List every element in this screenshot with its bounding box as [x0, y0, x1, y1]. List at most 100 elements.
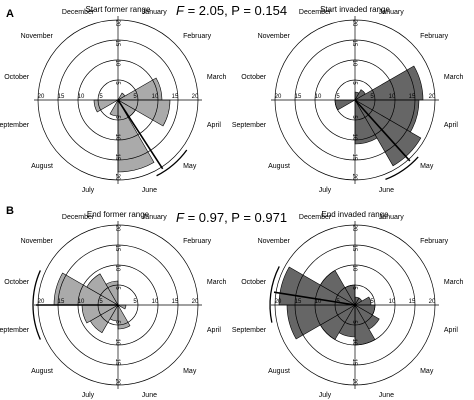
tick-label: 5: [351, 320, 357, 324]
tick-label: 10: [351, 265, 357, 272]
bar-november: [86, 273, 119, 306]
tick-label: 20: [351, 20, 357, 27]
tick-label: 15: [351, 154, 357, 161]
chart-title: Start former range: [86, 5, 151, 14]
month-label-august: August: [268, 368, 290, 375]
tick-label: 20: [38, 299, 45, 305]
month-label-september: September: [0, 327, 30, 334]
month-label-february: February: [420, 33, 449, 40]
tick-label: 20: [192, 299, 199, 305]
tick-label: 5: [351, 81, 357, 85]
tick-label: 5: [351, 115, 357, 119]
stat-a: F = 2.05, P = 0.154: [176, 3, 287, 18]
month-label-september: September: [232, 122, 267, 129]
tick-label: 15: [114, 359, 120, 366]
tick-label: 20: [351, 225, 357, 232]
month-label-april: April: [444, 122, 458, 129]
mean-vector: [273, 291, 356, 306]
month-label-june: June: [379, 392, 394, 399]
tick-label: 10: [351, 60, 357, 67]
tick-label: 5: [114, 320, 120, 324]
month-label-may: May: [183, 163, 197, 170]
month-label-july: July: [82, 392, 95, 399]
chart-title: Start invaded range: [320, 5, 390, 14]
month-label-january: January: [379, 9, 404, 16]
month-label-april: April: [207, 327, 221, 334]
tick-label: 5: [114, 286, 120, 290]
rose-chart-end-invaded: End invaded range 20 20 20 20 15 15 15 15 10 10 10 1…: [232, 210, 464, 399]
month-label-june: June: [379, 187, 394, 194]
month-label-july: July: [82, 187, 95, 194]
month-label-march: March: [207, 74, 227, 81]
confidence-arc: [32, 270, 41, 340]
month-label-november: November: [21, 33, 54, 40]
tick-label: 10: [78, 94, 85, 100]
tick-label: 20: [192, 94, 199, 100]
tick-label: 15: [351, 245, 357, 252]
tick-label: 15: [295, 94, 302, 100]
mean-vector: [354, 99, 411, 162]
tick-label: 10: [315, 299, 322, 305]
month-label-february: February: [420, 238, 449, 245]
month-label-october: October: [4, 74, 30, 81]
month-label-december: December: [299, 214, 332, 221]
tick-label: 20: [429, 94, 436, 100]
tick-label: 15: [172, 299, 179, 305]
month-label-january: January: [379, 214, 404, 221]
month-label-october: October: [241, 279, 267, 286]
month-label-january: January: [142, 214, 167, 221]
tick-label: 5: [114, 115, 120, 119]
month-label-april: April: [207, 122, 221, 129]
tick-label: 20: [114, 379, 120, 386]
tick-label: 20: [429, 299, 436, 305]
confidence-arc: [269, 266, 280, 323]
tick-label: 5: [133, 299, 137, 305]
tick-label: 10: [114, 265, 120, 272]
tick-label: 5: [99, 94, 103, 100]
tick-label: 5: [99, 299, 103, 305]
tick-label: 5: [336, 94, 340, 100]
panel-b-label: B: [6, 205, 14, 217]
tick-label: 15: [114, 245, 120, 252]
month-label-october: October: [4, 279, 30, 286]
tick-label: 15: [172, 94, 179, 100]
stat-b-f-symbol: F: [176, 210, 184, 225]
month-label-december: December: [62, 214, 95, 221]
bar-september: [334, 99, 357, 111]
tick-label: 5: [370, 94, 374, 100]
tick-label: 10: [152, 299, 159, 305]
rose-chart-end-former: End former range 20 20 20 20 15 15 15 15 10 10 10 10…: [0, 210, 226, 399]
tick-label: 15: [58, 299, 65, 305]
rose-chart-start-invaded: Start invaded range 20 20 20 20 15 15 15 15 10 10 1…: [232, 5, 464, 194]
month-label-february: February: [183, 33, 212, 40]
tick-label: 15: [409, 299, 416, 305]
tick-label: 20: [351, 379, 357, 386]
month-label-march: March: [444, 74, 464, 81]
tick-label: 20: [38, 94, 45, 100]
stat-b-text: = 0.97, P = 0.971: [183, 210, 288, 225]
month-label-august: August: [268, 163, 290, 170]
tick-label: 10: [389, 299, 396, 305]
panel-a-label: A: [6, 8, 14, 20]
month-label-may: May: [420, 368, 434, 375]
stat-b: F = 0.97, P = 0.971: [176, 210, 287, 225]
stat-a-f-symbol: F: [176, 3, 184, 18]
tick-label: 5: [370, 299, 374, 305]
month-label-august: August: [31, 163, 53, 170]
tick-label: 5: [351, 286, 357, 290]
month-label-may: May: [183, 368, 197, 375]
tick-label: 10: [351, 339, 357, 346]
bar-may: [354, 99, 422, 167]
month-label-december: December: [299, 9, 332, 16]
month-label-august: August: [31, 368, 53, 375]
tick-label: 10: [78, 299, 85, 305]
tick-label: 10: [114, 60, 120, 67]
month-label-december: December: [62, 9, 95, 16]
tick-label: 10: [152, 94, 159, 100]
month-label-november: November: [21, 238, 54, 245]
tick-label: 15: [351, 40, 357, 47]
confidence-arc: [385, 156, 419, 180]
month-label-march: March: [444, 279, 464, 286]
month-label-september: September: [232, 327, 267, 334]
month-label-january: January: [142, 9, 167, 16]
